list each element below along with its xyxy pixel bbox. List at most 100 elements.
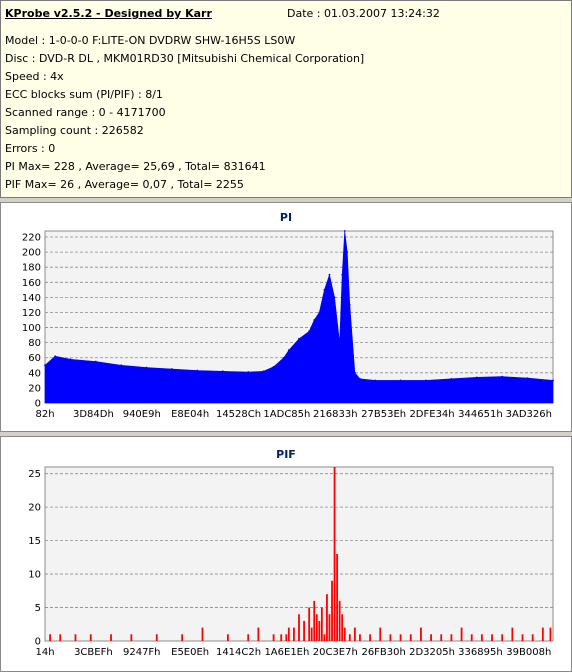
pi-x-tick-label: 27B53Eh <box>361 409 406 420</box>
pif-x-tick-label: 14h <box>35 647 54 658</box>
pif-bar <box>155 634 158 641</box>
pi-data-point <box>353 371 356 374</box>
pif-bar <box>369 634 372 641</box>
pif-bar <box>331 580 333 641</box>
pif-chart-panel: PIF 0 5 10 15 20 25 14h 3CBEFh 9247Fh E5E0Eh 1414… <box>0 436 572 672</box>
pi-data-point <box>450 377 453 380</box>
pi-data-point <box>348 304 351 306</box>
pi-chart-panel: PI 0 20 40 60 80 100 120 140 160 180 200 220 82h 3D8… <box>0 202 572 432</box>
pif-bar <box>323 634 326 641</box>
pi-y-tick-label: 120 <box>22 308 41 319</box>
pif-bar <box>379 627 382 641</box>
pi-x-tick-label: 3D84Dh <box>73 409 114 420</box>
pi-y-tick-label: 40 <box>28 368 41 379</box>
pi-data-point <box>328 273 331 276</box>
pif-bar <box>247 634 250 641</box>
pif-bar <box>430 634 432 641</box>
pif-bar <box>338 600 341 641</box>
pif-bar <box>341 614 344 641</box>
pif-bar <box>280 634 283 641</box>
pif-x-tick-label: 1A6E1Eh <box>264 647 309 658</box>
info-panel: KProbe v2.5.2 - Designed by Karr Date : … <box>0 0 572 198</box>
pif-bar <box>420 627 422 641</box>
pif-bar <box>201 627 204 641</box>
pi-data-point <box>69 358 72 361</box>
pi-x-tick-label: 1ADC85h <box>263 409 310 420</box>
pif-bar <box>440 634 443 641</box>
pif-bar <box>409 634 412 641</box>
info-model: Model : 1-0-0-0 F:LITE-ON DVDRW SHW-16H5… <box>5 34 296 47</box>
pi-data-point <box>262 370 265 373</box>
pi-data-point <box>338 341 341 344</box>
pi-x-tick-label: 344651h <box>458 409 503 420</box>
pi-data-point <box>272 365 275 368</box>
pif-x-tick-label: 20C3E7h <box>313 647 358 658</box>
pi-chart: PI 0 20 40 60 80 100 120 140 160 180 200 220 82h 3D8… <box>22 211 554 420</box>
pi-x-tick-label: 2DFE34h <box>409 409 454 420</box>
pi-y-tick-label: 160 <box>22 278 41 289</box>
pi-data-point <box>318 311 321 314</box>
pif-bar <box>399 634 402 641</box>
pif-bar <box>298 614 300 641</box>
pif-bar <box>130 634 133 641</box>
pif-bar <box>359 634 361 641</box>
pi-x-tick-label: 216833h <box>313 409 358 420</box>
pi-data-point <box>171 368 173 370</box>
pi-data-point <box>298 337 300 340</box>
pif-y-tick-label: 20 <box>28 503 41 514</box>
pi-y-tick-label: 200 <box>22 248 41 259</box>
pif-bar <box>460 627 463 641</box>
pif-bar <box>308 607 311 641</box>
pi-chart-title: PI <box>280 211 292 224</box>
pif-bar <box>336 554 338 641</box>
pif-x-tick-label: 26FB30h <box>361 647 405 658</box>
pi-data-point <box>526 377 529 380</box>
pi-data-point <box>94 360 97 363</box>
pif-bar <box>272 634 275 641</box>
pif-bar <box>470 634 473 641</box>
pif-bar <box>531 634 534 641</box>
info-disc: Disc : DVD-R DL , MKM01RD30 [Mitsubishi … <box>5 52 365 65</box>
pif-bar <box>257 627 260 641</box>
pif-bar <box>293 627 295 641</box>
pi-data-point <box>221 370 224 373</box>
pi-data-point <box>313 319 316 321</box>
pif-chart-title: PIF <box>276 448 296 461</box>
pi-y-tick-label: 80 <box>28 338 41 349</box>
pif-x-tick-label: E5E0Eh <box>171 647 209 658</box>
info-pif-summary: PIF Max= 26 , Average= 0,07 , Total= 225… <box>5 178 244 191</box>
pi-data-point <box>475 376 478 379</box>
pif-bar <box>181 634 184 641</box>
pi-data-point <box>374 379 377 382</box>
pif-bar <box>310 627 313 641</box>
pif-bar <box>521 634 524 641</box>
pif-x-tick-label: 39B008h <box>506 647 551 658</box>
pi-data-point <box>308 330 311 333</box>
pif-bar <box>303 620 305 641</box>
pif-y-tick-label: 25 <box>28 469 41 480</box>
pi-x-tick-label: 3AD326h <box>506 409 552 420</box>
pif-bar <box>59 634 62 641</box>
pif-bar <box>343 627 346 641</box>
pif-plot-area <box>44 466 554 642</box>
pif-bar <box>89 634 92 641</box>
pif-bar <box>287 627 290 641</box>
info-sampling-count: Sampling count : 226582 <box>5 124 144 137</box>
pif-bar <box>320 607 323 641</box>
info-pi-summary: PI Max= 228 , Average= 25,69 , Total= 83… <box>5 160 266 173</box>
pif-bar <box>326 594 328 641</box>
pi-y-tick-label: 220 <box>22 233 41 244</box>
pif-bar <box>74 634 77 641</box>
pi-data-point <box>54 355 57 358</box>
pi-data-point <box>552 379 554 382</box>
pi-data-point <box>196 369 199 372</box>
pif-x-tick-label: 336895h <box>458 647 503 658</box>
pi-data-point <box>247 371 250 373</box>
pi-data-point <box>346 251 349 254</box>
pif-bar <box>318 620 321 641</box>
app-title: KProbe v2.5.2 - Designed by Karr <box>5 7 212 20</box>
pif-y-tick-label: 15 <box>28 536 41 547</box>
pi-y-tick-label: 0 <box>35 399 41 410</box>
info-errors: Errors : 0 <box>5 142 56 155</box>
pi-data-point <box>44 364 46 367</box>
